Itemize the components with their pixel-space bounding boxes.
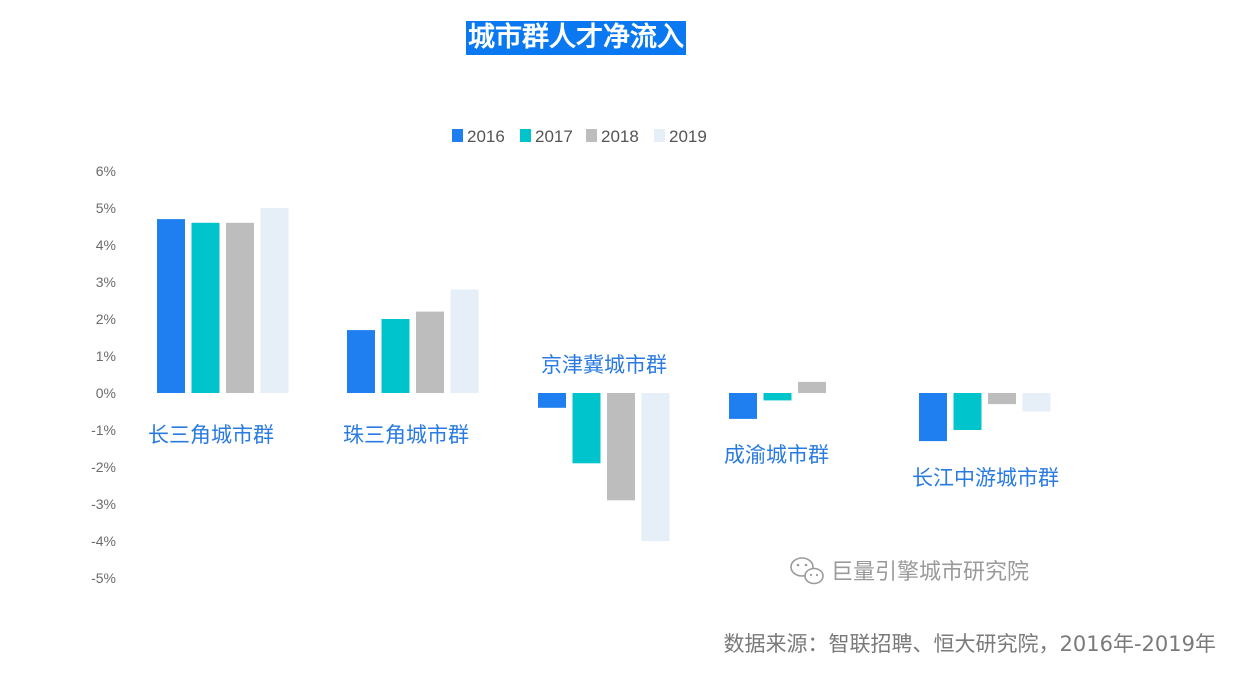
y-tick-label: -1% [91, 422, 116, 438]
watermark-text: 巨量引擎城市研究院 [831, 560, 1029, 585]
legend-label-2016: 2016 [467, 127, 505, 146]
bar-2017 [191, 222, 220, 393]
y-tick-label: 1% [96, 348, 116, 364]
y-tick-label: -5% [91, 570, 116, 586]
bar-2016 [538, 393, 566, 408]
y-tick-label: 2% [96, 311, 116, 327]
bar-2017 [953, 393, 982, 430]
category-label: 成渝城市群 [724, 443, 829, 467]
source-note: 数据来源：智联招聘、恒大研究院，2016年-2019年 [723, 632, 1216, 656]
y-tick-label: 0% [96, 385, 116, 401]
chart-title: 城市群人才净流入 [466, 21, 686, 55]
bar-2018 [607, 393, 635, 501]
bar-2019 [450, 289, 479, 393]
bar-2017 [572, 393, 601, 464]
bar-2016 [729, 393, 757, 419]
legend-swatch-2017 [520, 129, 531, 142]
bar-2019 [1022, 393, 1051, 412]
category-label: 长三角城市群 [148, 423, 274, 447]
y-tick-label: 4% [96, 237, 116, 253]
y-tick-label: -4% [91, 533, 116, 549]
bar-2018 [416, 311, 444, 393]
bar-2017 [763, 393, 792, 401]
bar-2016 [347, 330, 375, 393]
bar-group: 成渝城市群 [724, 381, 829, 467]
category-label: 珠三角城市群 [343, 423, 469, 447]
y-tick-label: 3% [96, 274, 116, 290]
bar-group: 京津冀城市群 [538, 353, 670, 541]
y-tick-label: -3% [91, 496, 116, 512]
legend-swatch-2018 [586, 129, 597, 142]
legend-swatch-2016 [452, 129, 463, 142]
bar-2018 [226, 222, 254, 393]
legend-label-2017: 2017 [535, 127, 573, 146]
wechat-icon [790, 557, 824, 585]
category-label: 京津冀城市群 [541, 353, 667, 377]
y-tick-label: -2% [91, 459, 116, 475]
bar-2018 [798, 381, 826, 393]
bar-2018 [988, 393, 1016, 405]
bar-group: 珠三角城市群 [343, 289, 479, 447]
category-label: 长江中游城市群 [912, 466, 1059, 490]
watermark: 巨量引擎城市研究院 [790, 557, 1029, 585]
y-axis: 6% 5% 4% 3% 2% 1% 0% -1% -2% -3% -4% -5% [91, 163, 116, 586]
y-tick-label: 5% [96, 200, 116, 216]
legend-label-2019: 2019 [669, 127, 707, 146]
bar-2016 [157, 219, 185, 393]
legend-swatch-2019 [654, 129, 665, 142]
bar-group: 长江中游城市群 [912, 393, 1059, 490]
legend: 2016 2017 2018 2019 [452, 127, 707, 146]
bar-2017 [381, 319, 410, 393]
y-tick-label: 6% [96, 163, 116, 179]
bar-2019 [641, 393, 670, 541]
legend-label-2018: 2018 [601, 127, 639, 146]
bar-2019 [260, 208, 289, 393]
bar-2016 [919, 393, 947, 442]
bar-group: 长三角城市群 [148, 208, 289, 447]
